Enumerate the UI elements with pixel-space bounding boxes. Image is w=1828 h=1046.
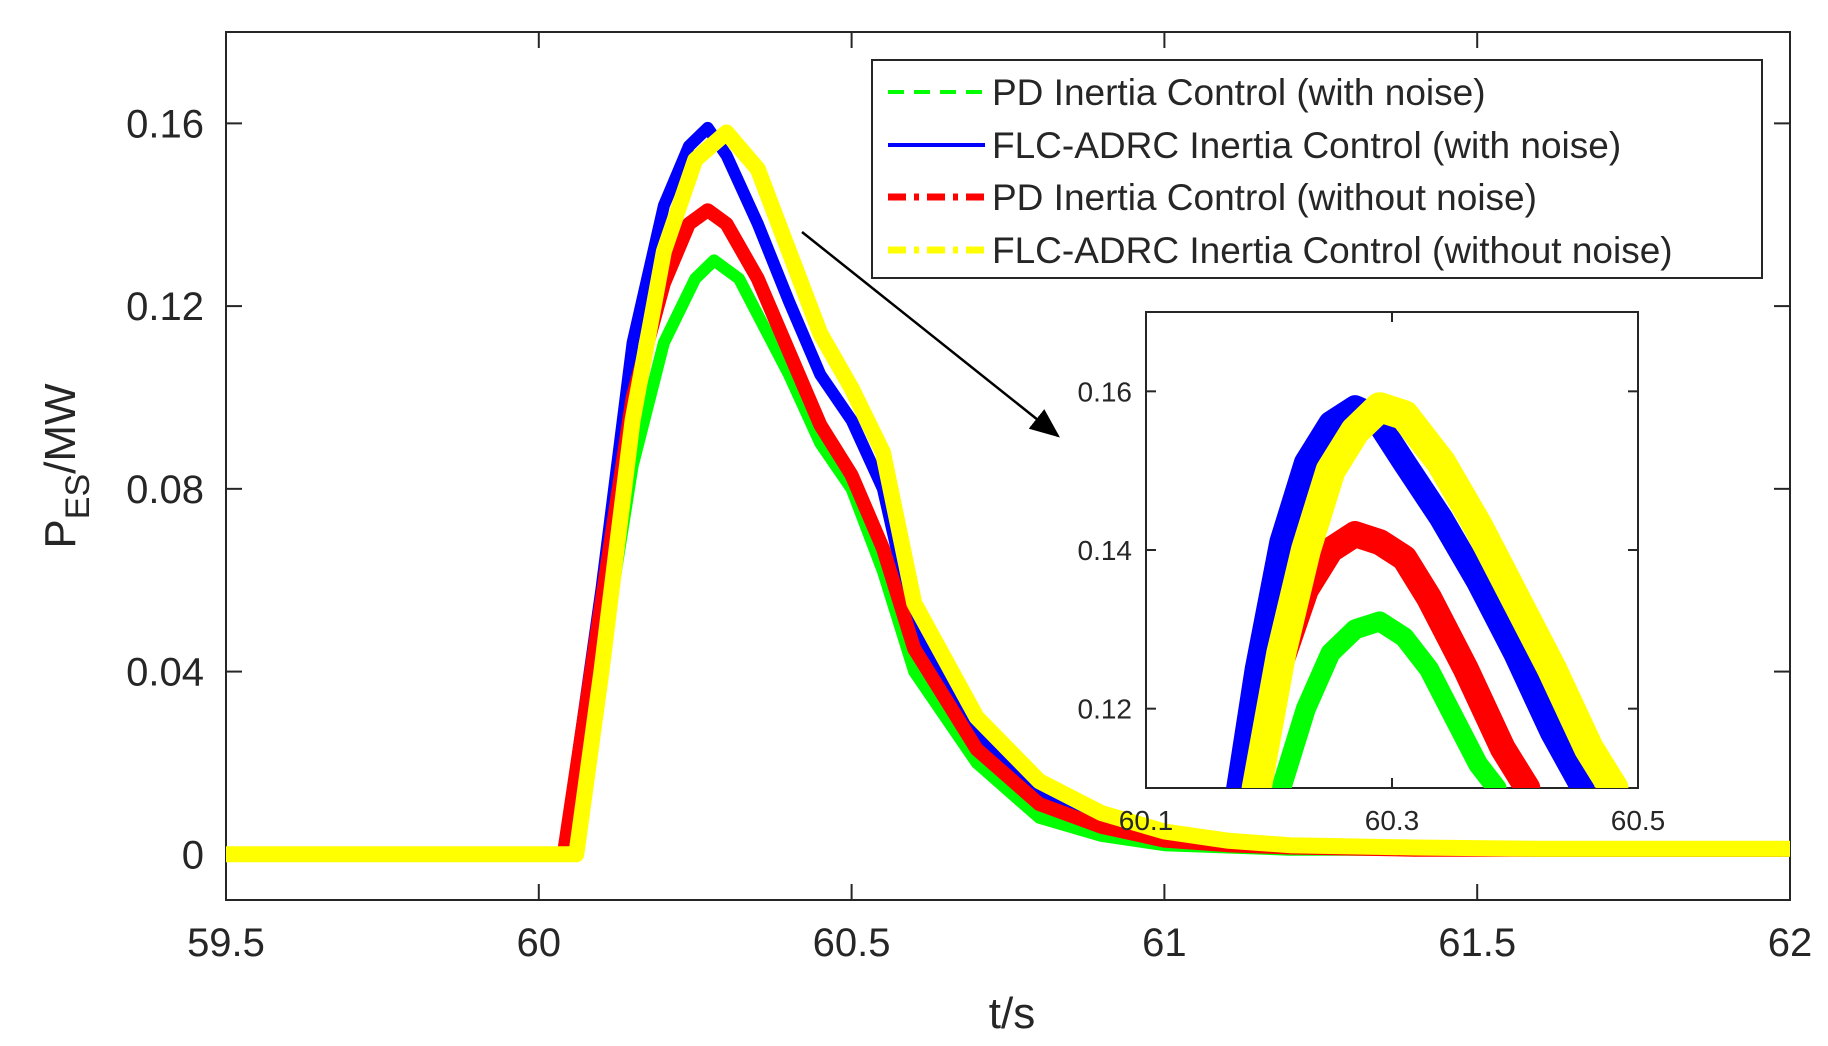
- main-axis-ticks: 59.5 60 60.5 61 61.5 62 0 0.04 0.08 0.12 0.16: [126, 32, 1812, 965]
- inset-xtick-label: 60.5: [1611, 805, 1666, 836]
- inset-xtick-label: 60.1: [1119, 805, 1174, 836]
- y-axis-title-subscript: ES: [59, 474, 97, 519]
- legend-box: [871, 59, 1763, 279]
- main-ytick-label: 0.08: [126, 468, 204, 512]
- x-axis-title: t/s: [989, 989, 1035, 1038]
- main-ytick-label: 0.04: [126, 651, 204, 695]
- inset-series-line-1: [1271, 611, 1507, 788]
- main-ytick-label: 0.12: [126, 285, 204, 329]
- zoom-arrow: [801, 231, 1060, 438]
- svg-text:PES/MW: PES/MW: [36, 383, 97, 549]
- main-series-group: [226, 121, 1790, 863]
- main-series-line-4: [226, 124, 1790, 863]
- inset-ytick-label: 0.16: [1078, 376, 1133, 407]
- y-axis-title-unit: /MW: [36, 383, 85, 474]
- inset-series-group: [1226, 392, 1629, 788]
- main-xtick-label: 59.5: [187, 921, 265, 965]
- main-xtick-label: 62: [1768, 921, 1813, 965]
- main-xtick-label: 61: [1142, 921, 1187, 965]
- inset-ytick-label: 0.14: [1078, 535, 1133, 566]
- inset-series-line-4: [1241, 392, 1629, 788]
- main-xtick-label: 60: [517, 921, 562, 965]
- y-axis-title-main: P: [36, 519, 85, 548]
- main-ytick-label: 0.16: [126, 102, 204, 146]
- main-xtick-label: 61.5: [1438, 921, 1516, 965]
- inset-ytick-label: 0.12: [1078, 694, 1133, 725]
- inset-xtick-label: 60.3: [1365, 805, 1420, 836]
- main-ytick-label: 0: [182, 833, 204, 877]
- inset-axis-ticks: 60.1 60.3 60.5 0.12 0.14 0.16: [1078, 312, 1666, 836]
- legend-label-flc-with-noise: FLC-ADRC Inertia Control (with noise): [992, 125, 1621, 166]
- legend: PD Inertia Control (with noise) FLC-ADRC…: [871, 59, 1763, 279]
- legend-label-flc-without-noise: FLC-ADRC Inertia Control (without noise): [992, 230, 1673, 271]
- legend-label-pd-without-noise: PD Inertia Control (without noise): [992, 177, 1537, 218]
- legend-label-pd-with-noise: PD Inertia Control (with noise): [992, 72, 1486, 113]
- main-xtick-label: 60.5: [813, 921, 891, 965]
- y-axis-title: PES/MW: [36, 383, 97, 549]
